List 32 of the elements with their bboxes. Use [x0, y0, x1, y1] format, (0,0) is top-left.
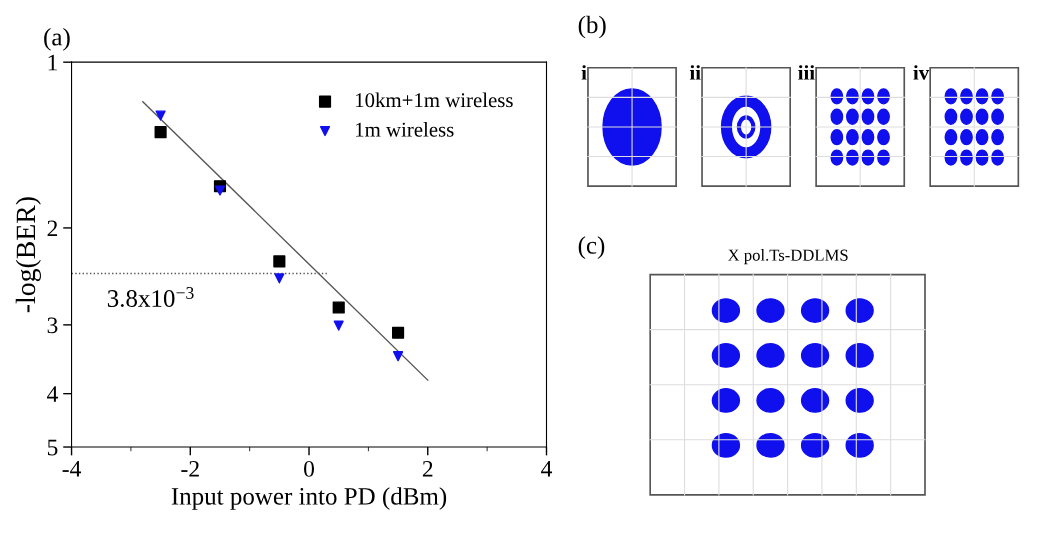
y-tick-label: 3 [47, 317, 58, 334]
x-tick-label: 4 [541, 461, 553, 477]
point [214, 185, 226, 196]
point [392, 351, 404, 362]
text: iv [913, 65, 930, 80]
point [392, 326, 405, 339]
text: (c) [578, 236, 605, 259]
text: X pol.Ts-DDLMS [727, 249, 848, 265]
legend-label: 10km+1m wireless [356, 92, 513, 108]
y-tick-label: 2 [47, 220, 58, 237]
y-tick-label: 1 [48, 54, 57, 71]
annotation: 3.8x10$^{−3}$ [107, 287, 194, 308]
y-tick-label: 5 [47, 439, 58, 456]
x-tick-label: -4 [62, 461, 82, 477]
x-tick-label: 2 [422, 460, 433, 477]
text: (b) [578, 15, 606, 39]
y-tick-label: 4 [47, 386, 58, 402]
chart-title: (a) [44, 27, 70, 51]
point [333, 320, 344, 331]
text: i [581, 65, 587, 80]
point [273, 255, 286, 268]
x-tick-label: 0 [304, 460, 315, 477]
y-axis-title: -log(BER) [15, 197, 41, 313]
x-tick-label: -2 [181, 460, 199, 477]
text: iii [798, 65, 815, 80]
legend-label: 1m wireless [356, 122, 454, 137]
point [274, 273, 285, 284]
x-axis-title: Input power into PD (dBm) [171, 487, 447, 510]
point [155, 110, 166, 121]
point [332, 301, 345, 314]
point [154, 126, 167, 139]
text: ii [689, 65, 701, 80]
